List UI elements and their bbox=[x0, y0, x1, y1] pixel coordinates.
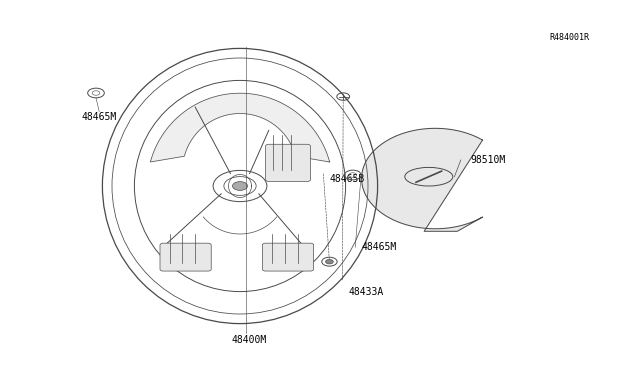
Text: 98510M: 98510M bbox=[470, 155, 506, 165]
Text: 48400M: 48400M bbox=[232, 336, 268, 345]
Text: 48465M: 48465M bbox=[362, 243, 397, 252]
Circle shape bbox=[232, 182, 248, 190]
Text: R484001R: R484001R bbox=[550, 33, 589, 42]
Text: 48465B: 48465B bbox=[330, 174, 365, 183]
Text: 48433A: 48433A bbox=[349, 287, 384, 297]
Circle shape bbox=[326, 259, 333, 264]
Polygon shape bbox=[362, 128, 483, 231]
FancyBboxPatch shape bbox=[266, 144, 310, 182]
FancyBboxPatch shape bbox=[262, 243, 314, 271]
Text: 48465M: 48465M bbox=[81, 112, 117, 122]
Polygon shape bbox=[150, 93, 330, 162]
FancyBboxPatch shape bbox=[160, 243, 211, 271]
